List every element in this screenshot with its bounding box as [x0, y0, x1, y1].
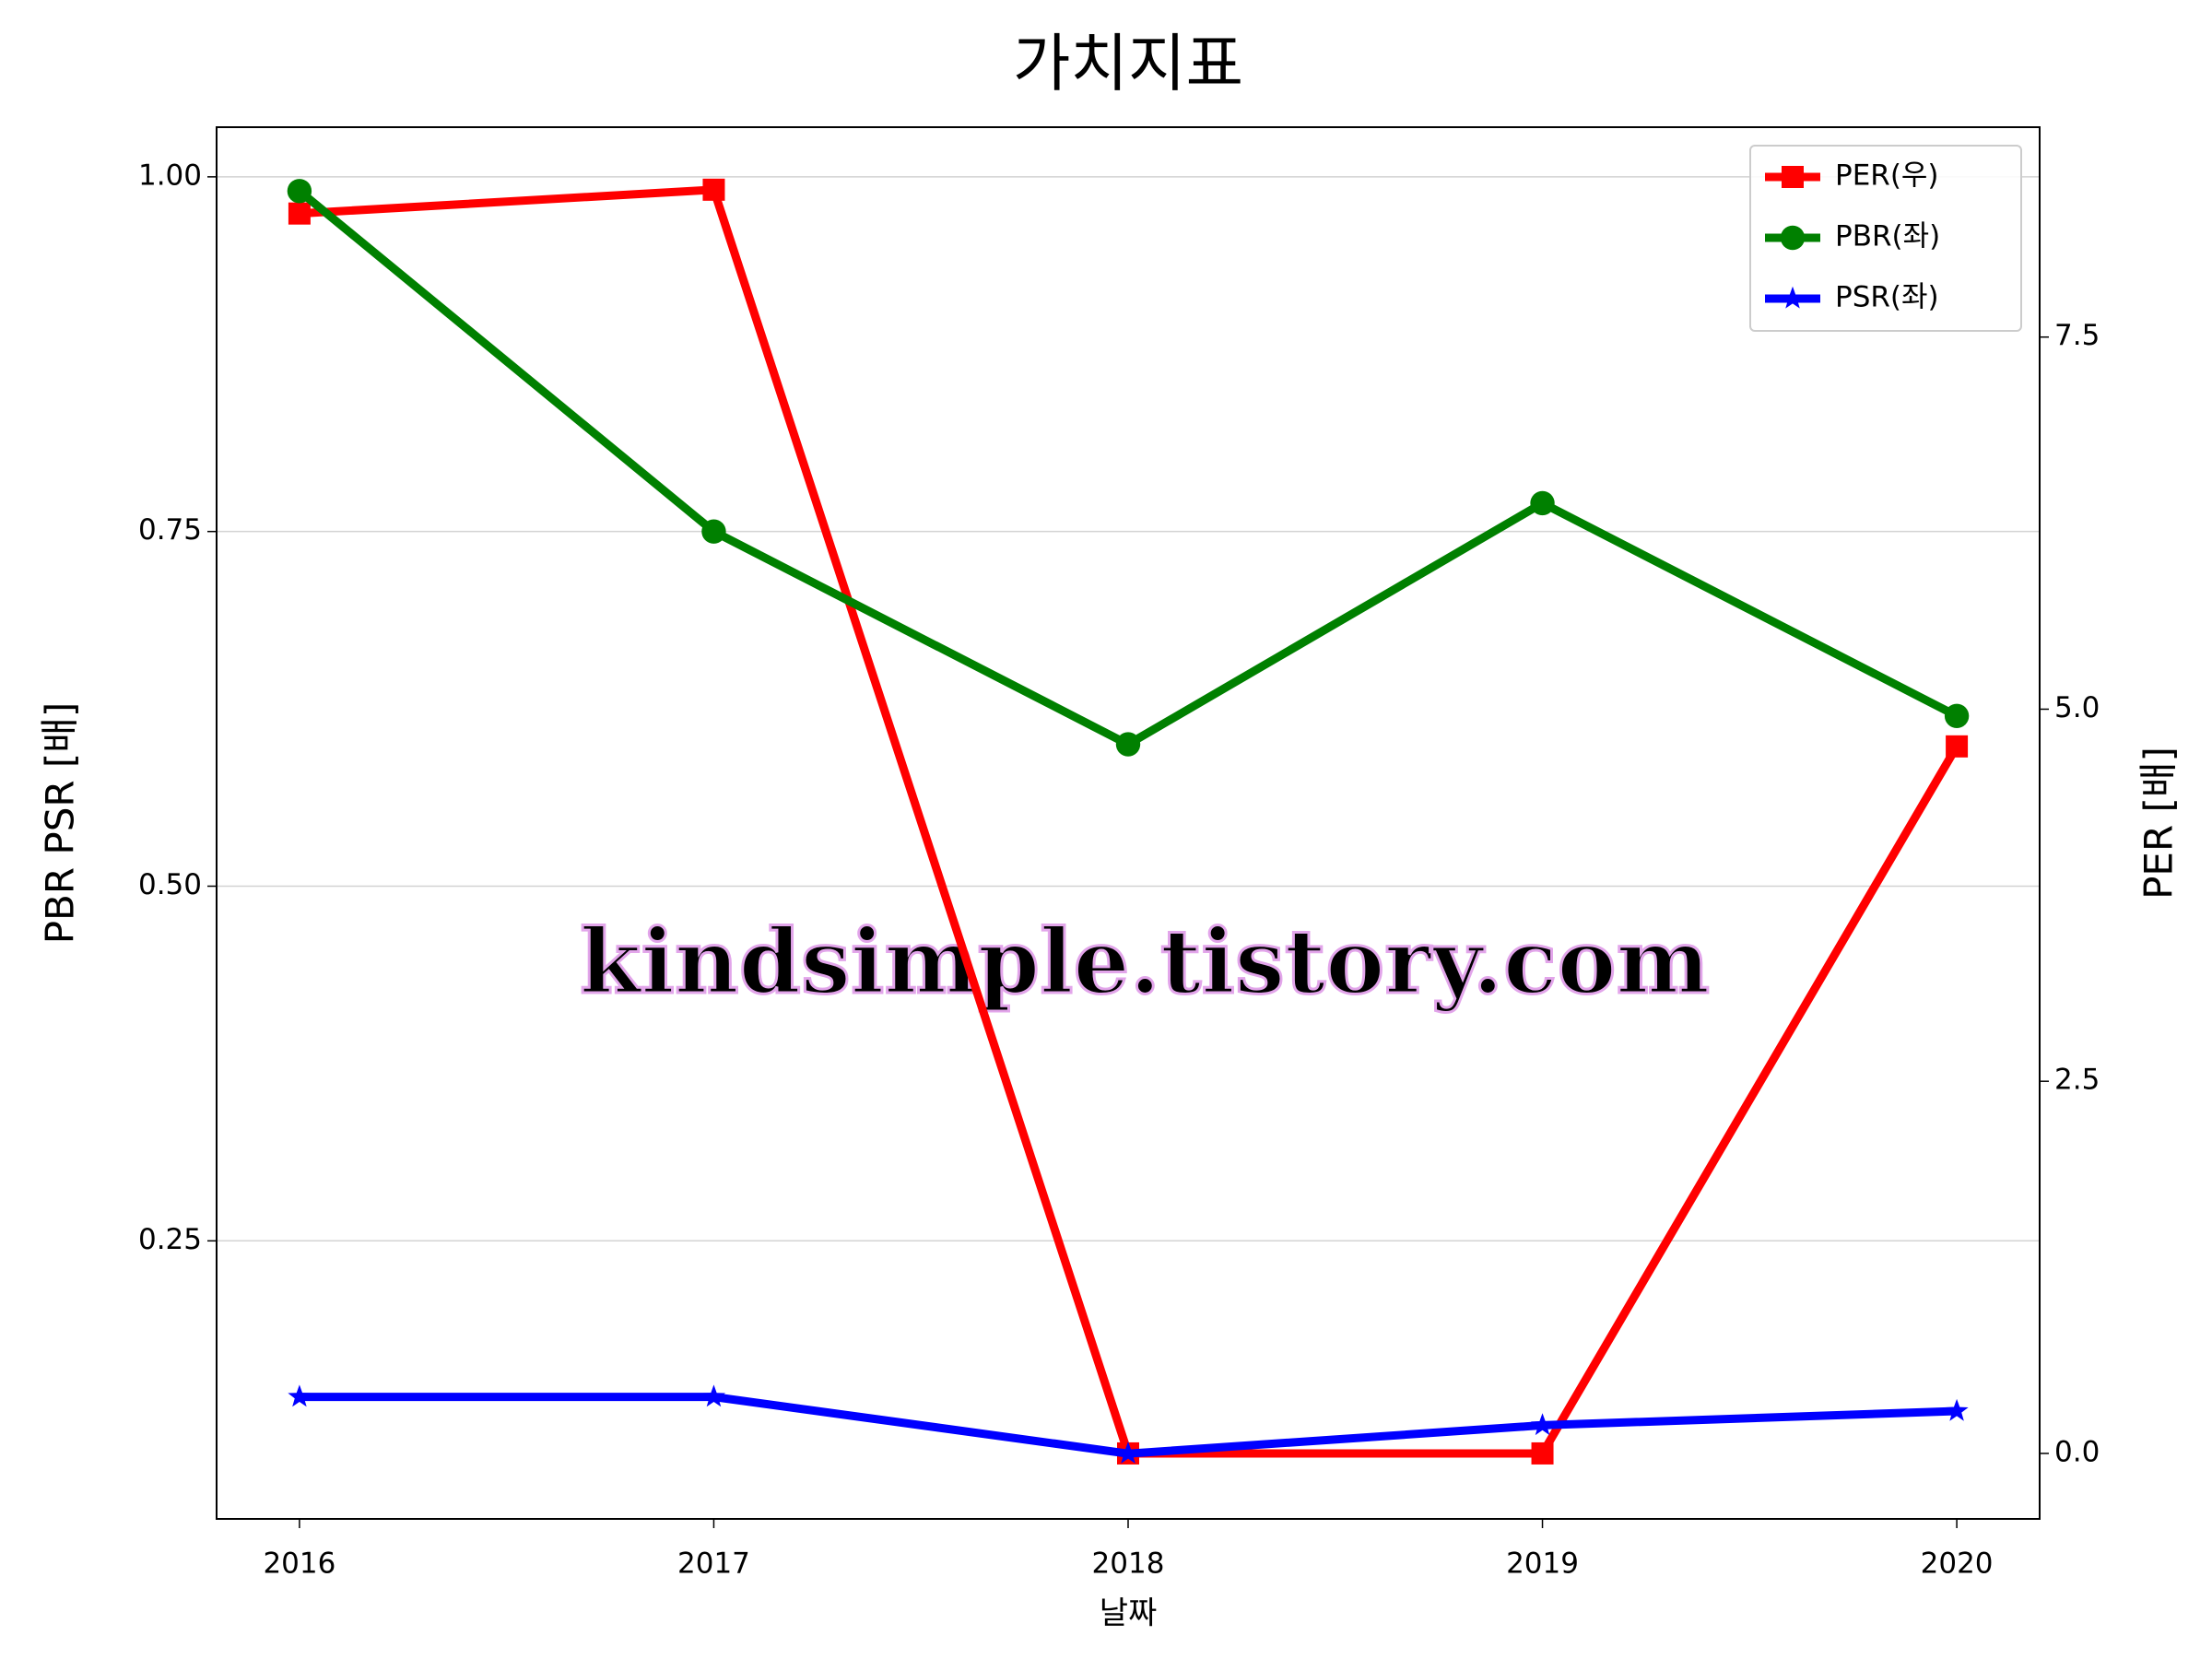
y-tick-label: 0.25	[138, 1223, 202, 1256]
y-tick-label: 0.50	[138, 868, 202, 901]
marker	[288, 1384, 312, 1407]
legend-marker	[1782, 166, 1804, 188]
marker	[701, 1384, 726, 1407]
x-tick-label: 2019	[1506, 1547, 1579, 1581]
y2-tick-label: 7.5	[2054, 319, 2100, 352]
y2-axis-label: PER [배]	[2136, 747, 2182, 900]
marker	[1530, 1413, 1555, 1436]
chart-title: 가치지표	[1013, 29, 1243, 101]
marker	[1531, 1441, 1554, 1465]
x-axis-label: 날짜	[1100, 1595, 1158, 1632]
y2-tick-label: 5.0	[2054, 691, 2100, 724]
plot-frame	[216, 126, 2041, 1520]
x-tick-label: 2017	[677, 1547, 750, 1581]
marker	[1115, 732, 1141, 757]
y2-tick-label: 0.0	[2054, 1435, 2100, 1468]
marker	[1116, 1441, 1140, 1464]
marker	[702, 178, 725, 201]
watermark: kindsimple.tistory.com	[580, 910, 1710, 1014]
legend-marker	[1781, 286, 1805, 309]
x-tick-label: 2018	[1092, 1547, 1165, 1581]
legend-box	[1749, 145, 2022, 332]
marker	[287, 179, 312, 204]
marker	[701, 519, 726, 544]
marker	[1530, 490, 1555, 516]
x-tick-label: 2020	[1921, 1547, 1994, 1581]
legend-marker	[1780, 225, 1806, 251]
marker	[288, 202, 311, 225]
marker	[1944, 703, 1970, 728]
y-tick-label: 0.75	[138, 513, 202, 547]
y-tick-label: 1.00	[138, 159, 202, 192]
y-axis-label: PBR PSR [배]	[38, 702, 83, 945]
legend-label: PER(우)	[1835, 159, 1939, 193]
marker	[1946, 735, 1969, 758]
y2-tick-label: 2.5	[2054, 1064, 2100, 1097]
marker	[1945, 1398, 1969, 1421]
legend-label: PBR(좌)	[1835, 220, 1940, 253]
legend-label: PSR(좌)	[1835, 281, 1939, 314]
x-tick-label: 2016	[263, 1547, 335, 1581]
